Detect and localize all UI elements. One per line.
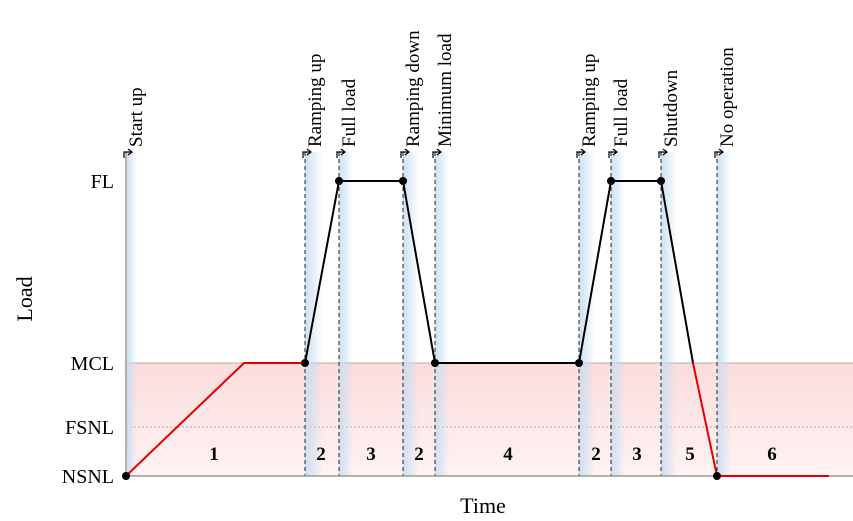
phase-label-2b: 2 xyxy=(414,444,424,465)
phase-label-5: 5 xyxy=(685,444,695,465)
level-label-nsnl: NSNL xyxy=(62,466,114,488)
phase-label-6: 6 xyxy=(767,444,777,465)
phase-label-1: 1 xyxy=(209,444,219,465)
level-label-mcl: MCL xyxy=(71,353,114,375)
event-tick-marks xyxy=(123,148,724,158)
event-label-full-load-2: Full load xyxy=(611,78,632,147)
load-profile-above-mcl xyxy=(304,180,694,364)
event-dashed-lines xyxy=(304,152,718,476)
phase-label-3a: 3 xyxy=(366,444,376,465)
event-bands xyxy=(127,152,731,476)
event-label-shutdown: Shutdown xyxy=(661,69,682,147)
event-label-start-up: Start up xyxy=(126,87,147,147)
event-label-ramping-down: Ramping down xyxy=(403,30,424,147)
event-label-full-load-1: Full load xyxy=(339,78,360,147)
sub-mcl-region xyxy=(126,363,853,476)
phase-label-4: 4 xyxy=(503,444,513,465)
phase-label-2a: 2 xyxy=(316,444,326,465)
phase-label-3b: 3 xyxy=(632,444,642,465)
level-label-fsnl: FSNL xyxy=(65,417,114,439)
y-axis-title: Load xyxy=(12,276,37,321)
event-label-ramping-up-2: Ramping up xyxy=(579,54,600,147)
event-label-no-operation: No operation xyxy=(717,47,738,147)
phase-label-2c: 2 xyxy=(591,444,601,465)
profile-points xyxy=(122,177,721,480)
event-label-minimum-load: Minimum load xyxy=(435,33,456,147)
x-axis-title: Time xyxy=(460,493,506,518)
event-label-ramping-up-1: Ramping up xyxy=(305,54,326,147)
level-label-fl: FL xyxy=(91,171,114,193)
